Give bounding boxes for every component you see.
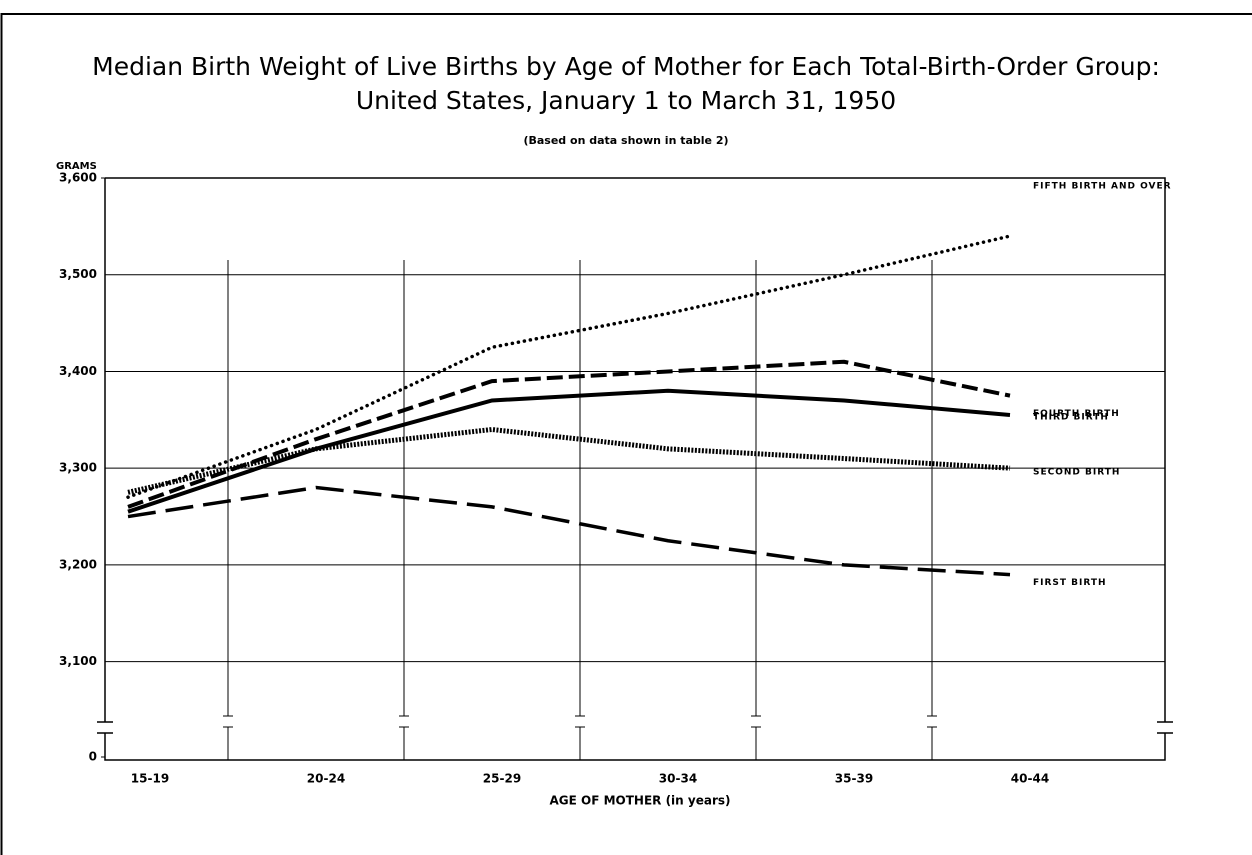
x-tick-label: 15-19 <box>131 772 169 786</box>
series-line <box>127 388 1011 514</box>
x-tick-label: 25-29 <box>483 772 521 786</box>
y-tick-label: 0 <box>89 750 97 764</box>
chart-title: United States, January 1 to March 31, 19… <box>356 86 896 115</box>
chart-subtitle: (Based on data shown in table 2) <box>523 134 728 147</box>
y-tick-label: 3,200 <box>59 557 97 571</box>
y-tick-label: 3,300 <box>59 461 97 475</box>
chart-title: Median Birth Weight of Live Births by Ag… <box>92 52 1160 81</box>
x-tick-label: 30-34 <box>659 772 697 786</box>
series-label: FIRST BIRTH <box>1033 578 1107 588</box>
series-line <box>127 426 1011 495</box>
series-label: SECOND BIRTH <box>1033 468 1120 478</box>
series-label: THIRD BIRTH <box>1033 412 1109 422</box>
y-tick-label: 3,100 <box>59 654 97 668</box>
x-tick-label: 40-44 <box>1011 772 1049 786</box>
series-line <box>126 234 1012 499</box>
y-tick-label: 3,600 <box>59 171 97 185</box>
y-tick-label: 3,500 <box>59 267 97 281</box>
series-label: FIFTH BIRTH AND OVER <box>1033 182 1172 192</box>
axes-frame <box>97 177 1173 761</box>
series-label: FOURTH BIRTH <box>1033 409 1120 419</box>
series-line <box>127 359 1011 509</box>
separator-line <box>399 260 409 760</box>
series-line <box>127 485 1011 577</box>
separator-line <box>927 260 937 760</box>
separator-line <box>575 260 585 760</box>
x-axis-label: AGE OF MOTHER (in years) <box>550 794 731 808</box>
separator-line <box>751 260 761 760</box>
page-frame <box>0 13 1252 855</box>
x-tick-label: 35-39 <box>835 772 873 786</box>
y-tick-label: 3,400 <box>59 364 97 378</box>
x-tick-label: 20-24 <box>307 772 345 786</box>
y-axis-label: GRAMS <box>56 161 97 172</box>
separator-line <box>223 260 233 760</box>
